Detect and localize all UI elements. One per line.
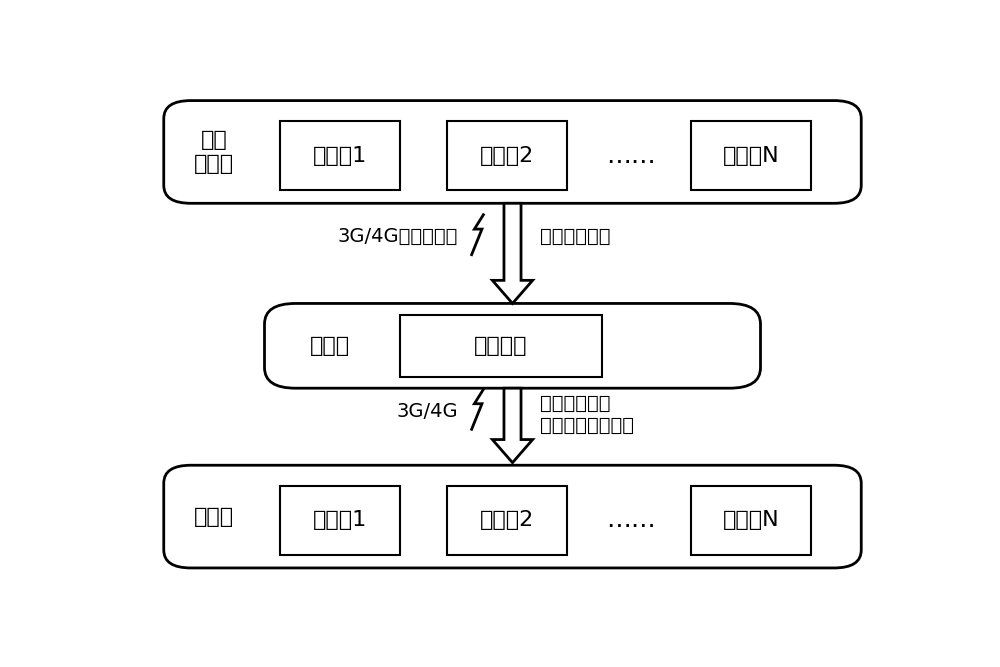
Text: 3G/4G: 3G/4G: [397, 402, 458, 421]
Text: 移动站1: 移动站1: [313, 510, 367, 530]
Text: 服务器: 服务器: [310, 336, 350, 356]
Text: 移动站N: 移动站N: [722, 510, 779, 530]
FancyBboxPatch shape: [164, 101, 861, 203]
Text: ……: ……: [606, 508, 656, 532]
Bar: [280, 486, 400, 555]
Text: 上传位置信息
获取差分修正数据: 上传位置信息 获取差分修正数据: [540, 394, 634, 436]
FancyArrow shape: [492, 203, 533, 303]
Text: 差分
参考站: 差分 参考站: [194, 130, 234, 173]
FancyBboxPatch shape: [264, 303, 761, 388]
Bar: [691, 121, 811, 191]
Text: 客户端: 客户端: [194, 507, 234, 526]
Text: ……: ……: [606, 144, 656, 168]
FancyBboxPatch shape: [164, 466, 861, 568]
Text: 基准站N: 基准站N: [722, 146, 779, 166]
Text: 差分修正数据: 差分修正数据: [540, 227, 610, 246]
Text: 基准站2: 基准站2: [480, 146, 534, 166]
FancyArrow shape: [492, 388, 533, 463]
Text: 数据中心: 数据中心: [474, 336, 528, 356]
Text: 3G/4G或铁路内网: 3G/4G或铁路内网: [338, 227, 458, 246]
Text: 移动站2: 移动站2: [480, 510, 534, 530]
Bar: [400, 315, 602, 377]
Bar: [447, 486, 567, 555]
Bar: [280, 121, 400, 191]
Bar: [691, 486, 811, 555]
Bar: [447, 121, 567, 191]
Text: 基准站1: 基准站1: [313, 146, 367, 166]
